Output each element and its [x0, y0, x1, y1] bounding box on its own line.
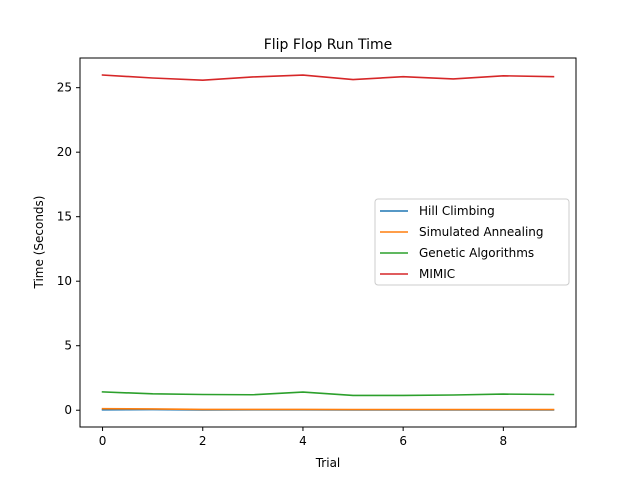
x-axis-label: Trial: [315, 456, 341, 470]
x-tick-label: 2: [199, 434, 207, 448]
legend-box: [374, 198, 570, 286]
legend-label-2: Genetic Algorithms: [419, 246, 534, 260]
y-axis-label: Time (Seconds): [32, 196, 46, 290]
y-tick-label: 20: [57, 145, 72, 159]
series-line-2: [101, 391, 555, 397]
y-tick-label: 15: [57, 210, 72, 224]
series-line-3: [101, 74, 555, 81]
x-tick-label: 6: [399, 434, 407, 448]
x-tick-label: 8: [500, 434, 508, 448]
y-tick-label: 0: [64, 403, 72, 417]
series-line-1: [101, 407, 555, 411]
legend-label-0: Hill Climbing: [419, 204, 495, 218]
x-tick-label: 0: [99, 434, 107, 448]
legend-label-3: MIMIC: [419, 267, 455, 281]
legend-label-1: Simulated Annealing: [419, 225, 544, 239]
y-tick-label: 25: [57, 81, 72, 95]
legend: Hill Climbing Simulated Annealing Genetic …: [374, 198, 570, 286]
y-tick-label: 10: [57, 274, 72, 288]
chart-title: Flip Flop Run Time: [264, 37, 393, 53]
x-tick-label: 4: [299, 434, 307, 448]
plot-area-frame: [79, 57, 577, 428]
y-tick-label: 5: [64, 339, 72, 353]
y-axis-ticks: 0 5 10 15 20 25: [57, 81, 80, 417]
plot-lines: [101, 74, 555, 411]
x-axis-ticks: 0 2 4 6 8: [99, 427, 507, 448]
